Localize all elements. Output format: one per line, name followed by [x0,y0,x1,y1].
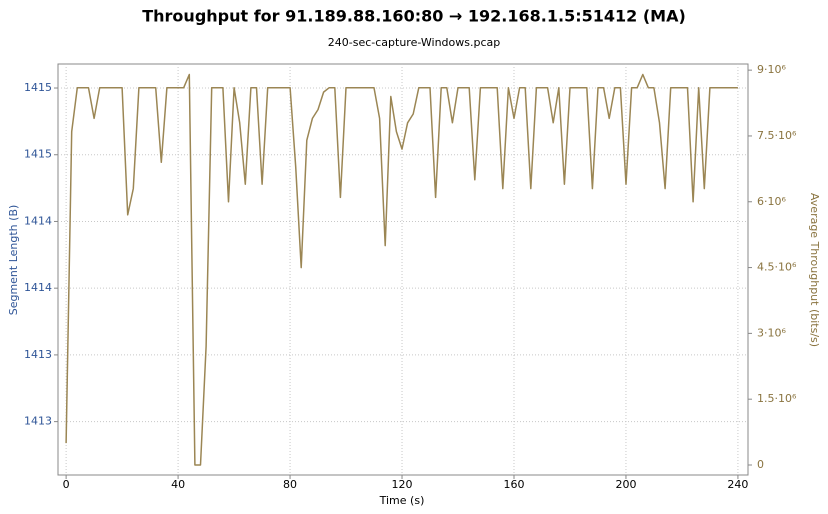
x-tick-label: 200 [615,478,636,491]
x-tick-label: 80 [283,478,297,491]
plot-frame [57,63,749,476]
y2-tick-label: 1.5·10⁶ [757,392,797,405]
x-tick-label: 240 [727,478,748,491]
chart-subtitle: 240-sec-capture-Windows.pcap [328,36,500,49]
y2-tick-label: 7.5·10⁶ [757,129,797,142]
y2-tick-label: 4.5·10⁶ [757,261,797,274]
y2-axis-label: Average Throughput (bits/s) [808,193,821,347]
y2-tick-label: 0 [757,458,764,471]
y-tick-label: 1415 [24,148,52,161]
y-tick-label: 1413 [24,415,52,428]
x-tick-label: 120 [392,478,413,491]
x-tick-label: 40 [171,478,185,491]
y-tick-label: 1414 [24,281,52,294]
y-tick-label: 1414 [24,214,52,227]
y2-tick-label: 3·10⁶ [757,326,786,339]
x-tick-label: 160 [503,478,524,491]
throughput-line [65,73,738,466]
y-tick-label: 1413 [24,348,52,361]
x-axis-label: Time (s) [379,494,425,507]
y-axis-label: Segment Length (B) [7,205,20,316]
y-tick-label: 1415 [24,81,52,94]
y2-tick-label: 9·10⁶ [757,63,786,76]
y2-tick-label: 6·10⁶ [757,195,786,208]
chart-title: Throughput for 91.189.88.160:80 → 192.16… [142,7,686,26]
x-tick-label: 0 [63,478,70,491]
